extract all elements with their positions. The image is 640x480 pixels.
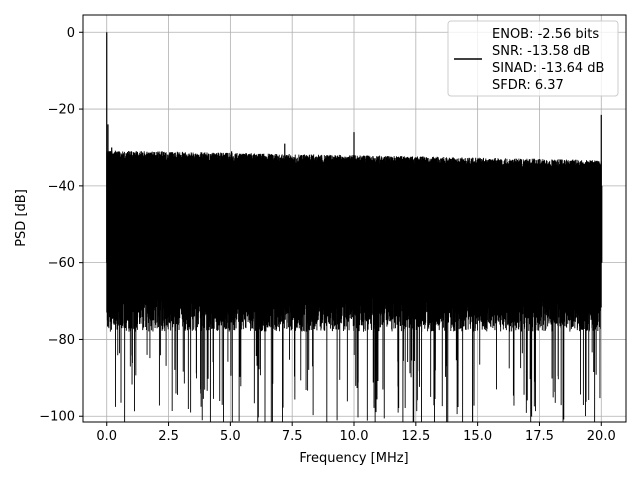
y-tick-label: 0 <box>67 26 75 41</box>
x-tick-label: 7.5 <box>282 429 303 444</box>
y-axis-ticks: 0 −20 −40 −60 −80 −100 <box>39 26 83 425</box>
y-tick-label: −40 <box>48 179 75 194</box>
x-axis-label: Frequency [MHz] <box>299 451 408 466</box>
y-axis-label: PSD [dB] <box>14 189 29 247</box>
x-tick-label: 0.0 <box>96 429 117 444</box>
psd-trace <box>106 32 603 422</box>
y-tick-label: −80 <box>48 333 75 348</box>
y-tick-label: −100 <box>39 410 75 425</box>
y-tick-label: −60 <box>48 256 75 271</box>
x-tick-label: 10.0 <box>340 429 369 444</box>
x-tick-label: 20.0 <box>587 429 616 444</box>
legend: ENOB: -2.56 bits SNR: -13.58 dB SINAD: -… <box>447 20 619 97</box>
legend-enob: ENOB: -2.56 bits <box>492 27 599 42</box>
legend-sinad: SINAD: -13.64 dB <box>492 61 604 76</box>
x-axis-ticks: 0.0 2.5 5.0 7.5 10.0 12.5 15.0 17.5 20.0 <box>96 422 616 444</box>
y-tick-label: −20 <box>48 103 75 118</box>
x-tick-label: 15.0 <box>463 429 492 444</box>
plot-area <box>106 32 603 422</box>
x-tick-label: 5.0 <box>220 429 241 444</box>
x-tick-label: 2.5 <box>158 429 179 444</box>
legend-snr: SNR: -13.58 dB <box>492 44 590 59</box>
x-tick-label: 17.5 <box>525 429 554 444</box>
legend-box <box>447 20 619 97</box>
x-tick-label: 12.5 <box>401 429 430 444</box>
legend-sfdr: SFDR: 6.37 <box>492 78 564 93</box>
